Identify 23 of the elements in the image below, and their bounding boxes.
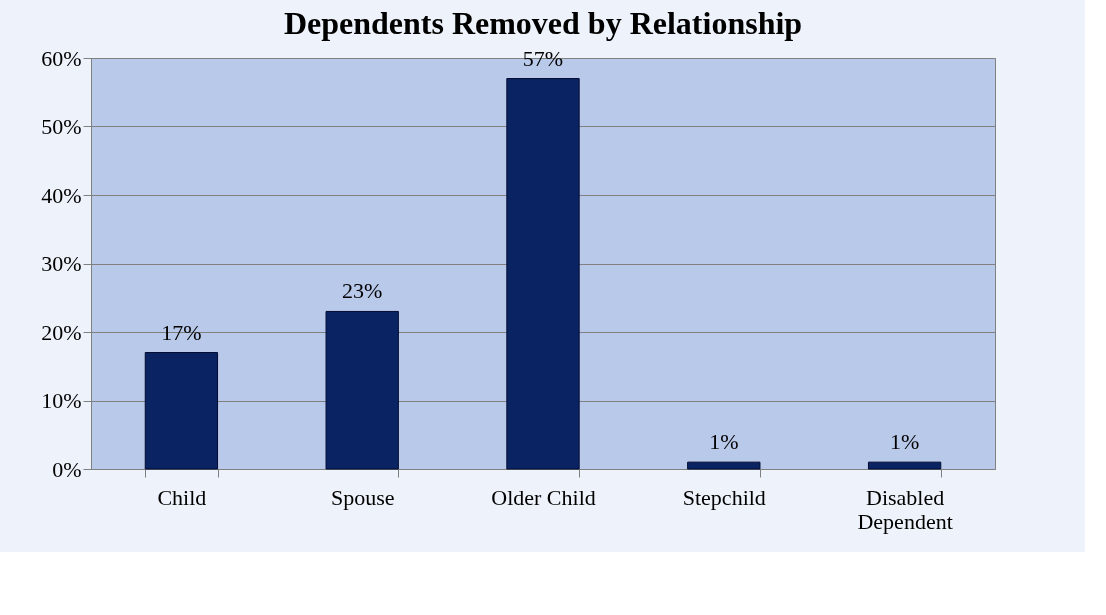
bar xyxy=(325,310,399,470)
x-tick-label: Disabled Dependent xyxy=(857,484,953,534)
y-tick-label: 30% xyxy=(41,251,82,276)
y-tick-label: 40% xyxy=(41,182,82,208)
chart-title: Dependents Removed by Relationship xyxy=(283,5,803,41)
bar xyxy=(144,352,219,470)
bar xyxy=(687,461,761,470)
data-label: 1% xyxy=(889,429,920,455)
data-label: 23% xyxy=(342,278,383,304)
x-tick-label: Child xyxy=(157,484,207,510)
x-tick-label: Older Child xyxy=(491,484,596,510)
data-label: 1% xyxy=(709,429,739,455)
y-tick-label: 20% xyxy=(41,319,82,345)
y-tick-label: 60% xyxy=(41,45,82,71)
bar xyxy=(506,78,580,470)
x-tick-label: Stepchild xyxy=(682,484,766,510)
y-tick-label: 10% xyxy=(41,388,82,413)
data-label: 17% xyxy=(161,319,202,345)
x-tick-label: Spouse xyxy=(330,484,395,510)
y-tick-label: 0% xyxy=(52,456,82,482)
data-label: 57% xyxy=(522,45,564,71)
y-tick-label: 50% xyxy=(41,114,82,139)
bar xyxy=(867,461,942,470)
